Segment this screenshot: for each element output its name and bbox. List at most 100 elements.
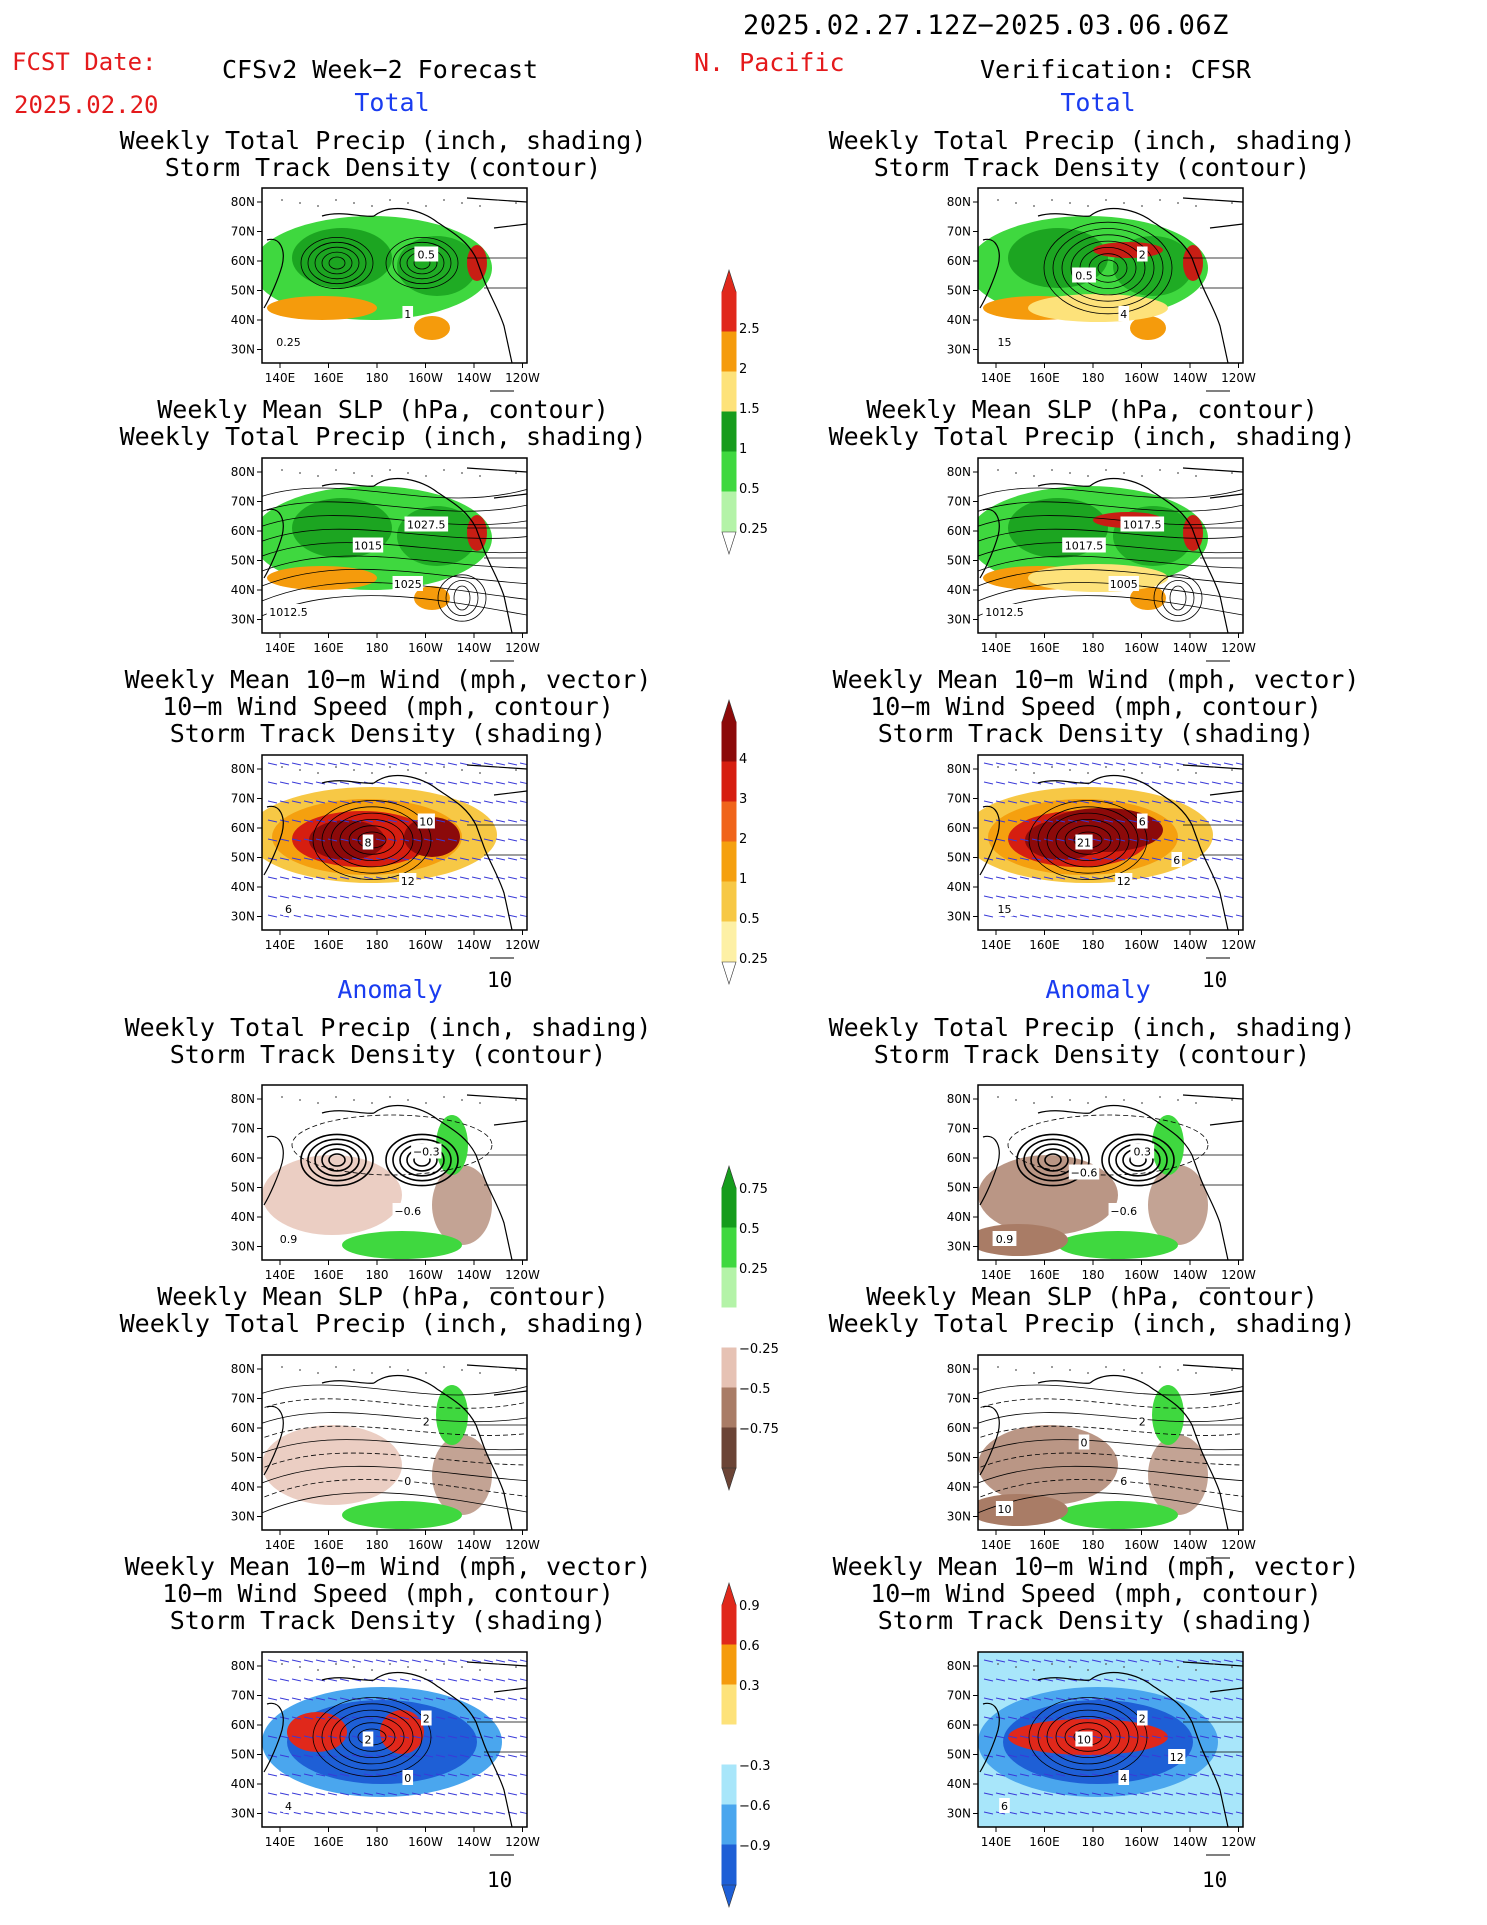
- colorbar-segment: [721, 1604, 737, 1646]
- map-dot: [425, 772, 427, 774]
- map-dot: [515, 1369, 517, 1371]
- wind-vector: [339, 1773, 350, 1777]
- wind-vector: [519, 876, 527, 880]
- wind-vector: [1223, 1659, 1234, 1663]
- coastline: [979, 1661, 1243, 1827]
- contour-label: 1012.5: [269, 606, 308, 619]
- map-frame: [977, 1651, 1244, 1828]
- wind-vector: [1187, 1792, 1198, 1796]
- wind-vector: [1127, 819, 1138, 823]
- wind-vector: [351, 1754, 362, 1758]
- colorbar-storm_density: 4 3 2 1 0.5 0.25: [721, 699, 768, 985]
- map-dot: [515, 1666, 517, 1668]
- isobar: [978, 582, 1243, 602]
- wind-vector: [267, 762, 278, 766]
- contour-label: 1027.5: [407, 519, 446, 532]
- wind-vector: [519, 1716, 527, 1720]
- colorbar-segment: [721, 411, 737, 453]
- lon-tick-label: 120W: [1221, 641, 1256, 655]
- wind-vector: [291, 895, 302, 899]
- wind-vector: [1031, 1792, 1042, 1796]
- map-frame: [261, 1084, 528, 1261]
- wind-vector: [507, 1678, 518, 1682]
- wind-vector: [1079, 1754, 1090, 1758]
- wind-vector: [483, 838, 494, 842]
- colorbar-segment: [721, 1844, 737, 1886]
- wind-vector: [1127, 1678, 1138, 1682]
- map-content: 2 4 6 10 12: [978, 1652, 1243, 1827]
- wind-vector: [1031, 914, 1042, 918]
- lon-tick-label: 120W: [1221, 938, 1256, 952]
- wind-vector: [495, 762, 506, 766]
- wind-vector: [279, 1735, 290, 1739]
- lon-tick-label: 180: [366, 1268, 389, 1282]
- contour-label: 0.5: [418, 249, 436, 262]
- wind-vector: [1055, 914, 1066, 918]
- colorbar-segment: [721, 1347, 737, 1389]
- wind-vector: [1211, 1754, 1222, 1758]
- coastline: [979, 1364, 1243, 1530]
- wind-vector: [1055, 1697, 1066, 1701]
- map-dot: [425, 1669, 427, 1671]
- shade-blob: [1148, 1435, 1208, 1515]
- wind-vector: [1163, 895, 1174, 899]
- lat-tick-label: 50N: [947, 554, 971, 568]
- lat-tick-label: 60N: [947, 1151, 971, 1165]
- wind-vector: [1199, 1697, 1210, 1701]
- wind-vector: [267, 1678, 278, 1682]
- wind-vector: [983, 819, 994, 823]
- title-slp-precip-l1: Weekly Mean SLP (hPa, contour) Weekly Tot…: [119, 395, 647, 451]
- map-dot: [1177, 202, 1179, 204]
- contour-label: 15: [998, 903, 1012, 916]
- wind-vector: [459, 1716, 470, 1720]
- wind-vector: [375, 1659, 386, 1663]
- wind-vector: [1115, 1735, 1126, 1739]
- wind-vector: [1151, 800, 1162, 804]
- coastline: [979, 1094, 1243, 1260]
- wind-vector: [291, 1773, 302, 1777]
- map-dot: [317, 1102, 319, 1104]
- map-dot: [1141, 772, 1143, 774]
- contour-label: 0.25: [276, 336, 301, 349]
- wind-vector: [459, 1792, 470, 1796]
- lon-tick-label: 160W: [1124, 1268, 1159, 1282]
- wind-vector: [1187, 1678, 1198, 1682]
- wind-vector: [411, 895, 422, 899]
- map-dot: [1105, 469, 1107, 471]
- isobar: [978, 1465, 1243, 1484]
- wind-vector: [1031, 1697, 1042, 1701]
- wind-vector: [507, 1716, 518, 1720]
- map-panel-slp-obs: 2 6 10 0 80N 70N 60N 50N 40N 30N 140E 160E 180 160W 14…: [947, 1354, 1256, 1559]
- wind-vector: [1235, 857, 1243, 861]
- wind-vector: [447, 857, 458, 861]
- isobar: [262, 487, 527, 499]
- wind-vector: [1091, 819, 1102, 823]
- lat-tick-label: 30N: [947, 910, 971, 924]
- wind-vector: [351, 914, 362, 918]
- shade-blob: [1043, 808, 1163, 852]
- wind-vector: [399, 781, 410, 785]
- wind-vector: [447, 1792, 458, 1796]
- wind-vector: [447, 1754, 458, 1758]
- isobar: [978, 501, 1243, 512]
- lat-tick-label: 40N: [231, 1210, 255, 1224]
- wind-vector: [1187, 1773, 1198, 1777]
- lat-tick-label: 30N: [947, 1807, 971, 1821]
- map-dot: [353, 472, 355, 474]
- wind-vector: [495, 800, 506, 804]
- wind-vector: [327, 1811, 338, 1815]
- wind-vector: [279, 1754, 290, 1758]
- lon-tick-label: 140E: [981, 641, 1012, 655]
- wind-vector: [1067, 1792, 1078, 1796]
- map-dot: [1177, 1369, 1179, 1371]
- map-frame: [261, 1354, 528, 1531]
- wind-vector: [507, 838, 518, 842]
- wind-vector: [995, 1792, 1006, 1796]
- contour-label: 0.5: [1075, 270, 1093, 283]
- contour-label-box: [999, 1798, 1010, 1813]
- wind-vector: [1211, 762, 1222, 766]
- wind-vector: [411, 1716, 422, 1720]
- colorbar-cap: [721, 1884, 737, 1908]
- map-content: 2 4 15 0.5: [978, 197, 1243, 363]
- contour-label-box: [995, 1501, 1014, 1516]
